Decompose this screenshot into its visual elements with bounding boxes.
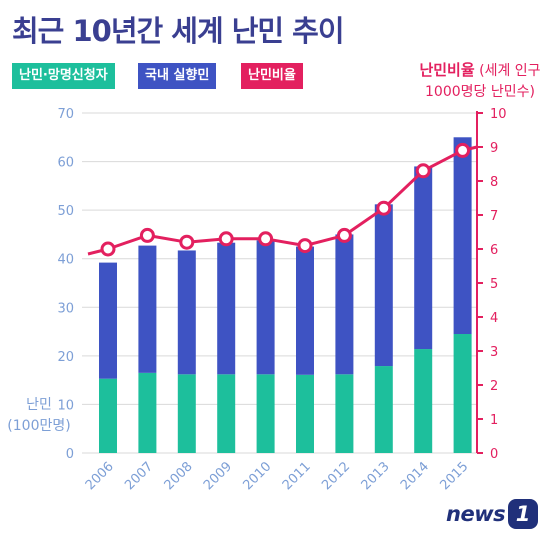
bar-refugees [177,374,196,453]
ratio-point [179,234,195,250]
left-tick-label: 30 [57,301,74,316]
bar-idp [414,166,433,350]
bar-refugees [256,374,275,453]
x-tick-label: 2007 [122,459,156,493]
left-tick-label: 70 [57,107,74,122]
right-tick-label: 1 [490,413,498,428]
bar-idp [256,240,275,375]
x-tick-label: 2012 [319,459,353,493]
logo-text: news [446,502,506,526]
right-tick-label: 3 [490,345,498,360]
left-tick-label: 50 [57,204,74,219]
right-axis-title-suffix: (세계 인구 [474,63,541,79]
x-tick-label: 2011 [280,459,314,493]
left-axis-title-unit: (100만명) [7,418,71,434]
legend-item-refugees: 난민·망명신청자 [12,63,115,89]
bar-idp [335,234,354,375]
left-axis-title-main: 난민 [26,397,52,413]
ratio-point [100,241,116,257]
right-tick-label: 10 [490,107,507,122]
ratio-point [297,238,313,254]
news1-logo: news 1 [446,496,539,532]
x-tick-label: 2008 [162,459,196,493]
left-axis-title: 난민 (100만명) [7,395,71,437]
bar-refugees [217,374,236,453]
bar-refugees [99,378,117,453]
left-tick-label: 0 [66,447,74,462]
left-tick-label: 20 [57,350,74,365]
chart-title: 최근 10년간 세계 난민 추이 [12,14,345,48]
bar-refugees [374,366,393,453]
ratio-point [455,142,471,158]
right-tick-label: 7 [490,209,498,224]
legend-item-idp: 국내 실향민 [138,63,217,89]
bar-idp [374,204,393,367]
x-tick-label: 2006 [83,459,117,493]
bar-refugees [296,374,314,453]
ratio-point [258,231,274,247]
right-tick-label: 6 [490,243,498,258]
ratio-point [336,227,352,243]
right-tick-label: 8 [490,175,498,190]
bar-refugees [414,349,433,453]
bar-idp [296,246,314,375]
legend-item-ratio: 난민비율 [241,63,303,89]
right-axis-title-line2: 1000명당 난민수) [425,84,535,100]
right-axis-title-main: 난민비율 [419,61,475,79]
right-tick-label: 4 [490,311,498,326]
left-tick-label: 40 [57,253,74,268]
x-tick-label: 2014 [398,459,432,493]
ratio-point [376,200,392,216]
bar-refugees [138,372,157,453]
right-tick-label: 5 [490,277,498,292]
bar-idp [177,250,196,375]
x-tick-label: 2015 [437,459,471,493]
left-tick-label: 10 [57,398,74,413]
bar-refugees [335,374,354,453]
ratio-point [218,231,234,247]
x-tick-label: 2013 [359,459,393,493]
logo-badge: 1 [508,499,539,529]
right-tick-label: 9 [490,141,498,156]
right-axis-title: 난민비율 (세계 인구 1000명당 난민수) [405,60,555,103]
ratio-point [415,163,431,179]
left-tick-label: 60 [57,156,74,171]
bar-idp [217,242,236,375]
bar-idp [99,262,117,379]
bar-idp [453,137,472,334]
bar-idp [138,245,157,373]
right-tick-label: 0 [490,447,498,462]
x-tick-label: 2009 [201,459,235,493]
bar-refugees [453,334,472,453]
x-tick-label: 2010 [240,459,274,493]
ratio-point [139,227,155,243]
right-tick-label: 2 [490,379,498,394]
